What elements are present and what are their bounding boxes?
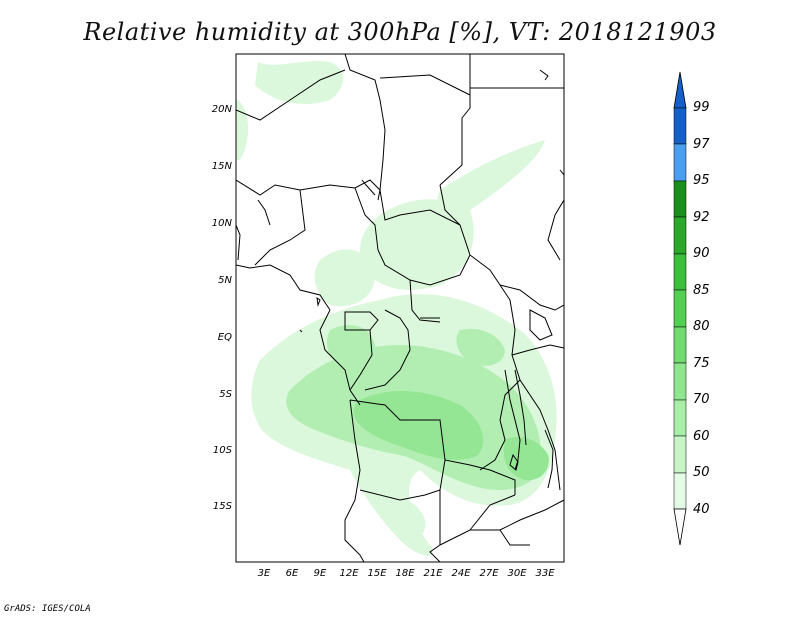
- colorbar-label-90: 90: [693, 246, 710, 261]
- colorbar-label-92: 92: [693, 210, 710, 225]
- lat-label-15s: 15S: [212, 501, 232, 512]
- colorbar-segment-75-80: [673, 326, 687, 364]
- colorbar-segment-90-92: [673, 216, 687, 255]
- colorbar-label-75: 75: [693, 356, 710, 371]
- colorbar-label-60: 60: [693, 429, 710, 444]
- humidity-region-mid: [456, 328, 505, 366]
- colorbar-label-40: 40: [693, 502, 710, 517]
- lat-label-20n: 20N: [211, 104, 232, 115]
- colorbar-label-97: 97: [693, 137, 710, 152]
- colorbar-segment-95-97: [673, 143, 687, 182]
- lat-label-5s: 5S: [219, 389, 232, 400]
- lat-label-5n: 5N: [218, 275, 232, 286]
- colorbar-label-99: 99: [693, 100, 710, 115]
- colorbar-segment-60-70: [673, 399, 687, 437]
- humidity-region-mid: [326, 325, 376, 372]
- colorbar-segment-80-85: [673, 289, 687, 328]
- lon-label-27e: 27E: [479, 568, 499, 579]
- lat-label-eq: EQ: [217, 332, 232, 343]
- colorbar-segment-85-90: [673, 253, 687, 291]
- lon-label-15e: 15E: [367, 568, 387, 579]
- lon-label-33e: 33E: [535, 568, 555, 579]
- colorbar-label-85: 85: [693, 283, 710, 298]
- lon-label-12e: 12E: [339, 568, 359, 579]
- lon-label-21e: 21E: [423, 568, 443, 579]
- humidity-region-light: [437, 140, 545, 215]
- colorbar-segment-50-60: [673, 435, 687, 474]
- lon-label-18e: 18E: [395, 568, 415, 579]
- colorbar-label-70: 70: [693, 392, 710, 407]
- lon-label-6e: 6E: [285, 568, 299, 579]
- lon-label-30e: 30E: [507, 568, 527, 579]
- country-borders: [236, 54, 564, 562]
- lon-label-3e: 3E: [257, 568, 271, 579]
- humidity-region-light: [236, 100, 249, 160]
- colorbar-segment-40-50: [673, 472, 687, 510]
- colorbar-segment-97-99: [673, 107, 687, 145]
- colorbar-top-arrow: [673, 71, 687, 109]
- lat-label-10n: 10N: [211, 218, 232, 229]
- humidity-region-light: [387, 498, 426, 541]
- humidity-region-light: [255, 61, 344, 105]
- humidity-field: [236, 54, 564, 562]
- humidity-region-dark: [353, 390, 484, 460]
- lon-label-9e: 9E: [313, 568, 327, 579]
- colorbar-label-50: 50: [693, 465, 710, 480]
- colorbar: [673, 71, 687, 546]
- colorbar-label-80: 80: [693, 319, 710, 334]
- lat-label-15n: 15N: [211, 161, 232, 172]
- grads-credit: GrADS: IGES/COLA: [4, 604, 91, 614]
- map-title: Relative humidity at 300hPa [%], VT: 201…: [83, 18, 717, 46]
- colorbar-bottom-arrow: [673, 508, 687, 546]
- humidity-region-light: [314, 249, 375, 307]
- colorbar-segment-92-95: [673, 180, 687, 218]
- colorbar-segment-70-75: [673, 362, 687, 401]
- colorbar-label-95: 95: [693, 173, 710, 188]
- lat-label-10s: 10S: [212, 445, 232, 456]
- map-border: [235, 53, 565, 563]
- lon-label-24e: 24E: [451, 568, 471, 579]
